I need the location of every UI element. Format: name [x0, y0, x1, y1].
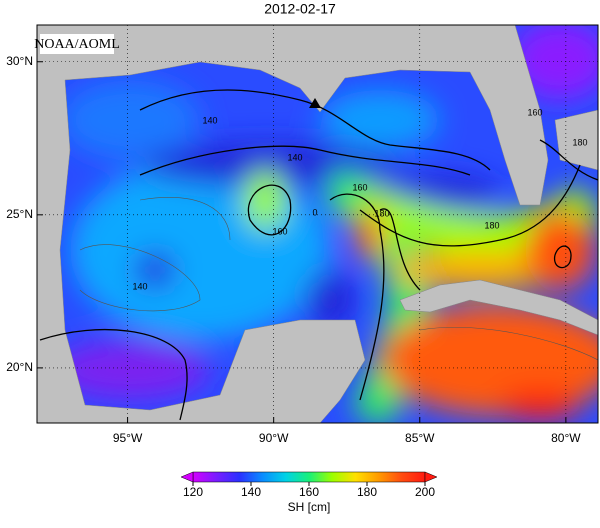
- colorbar: [192, 471, 426, 483]
- contour-label: 140: [287, 152, 302, 162]
- y-tick-label: 30°N: [6, 54, 33, 68]
- x-tick-label: 80°W: [551, 431, 581, 445]
- contour-label: 160: [272, 226, 287, 236]
- sea-height-field: [37, 25, 598, 423]
- colorbar-low-arrow: [180, 471, 194, 483]
- map-frame: [36, 24, 599, 424]
- contour-label: 140: [132, 281, 147, 291]
- contour-label: 0: [312, 207, 317, 217]
- colorbar-tick-label: 140: [241, 485, 261, 499]
- x-tick-label: 95°W: [113, 431, 143, 445]
- colorbar-tick-label: 200: [415, 485, 435, 499]
- contour-label: 180: [374, 208, 389, 218]
- contours: [39, 89, 598, 421]
- contour-label: 180: [484, 220, 499, 230]
- chart-title: 2012-02-17: [264, 1, 336, 17]
- y-tick-label: 20°N: [6, 360, 33, 374]
- contour-label: 160: [527, 107, 542, 117]
- colorbar-label: SH [cm]: [288, 500, 331, 514]
- colorbar-high-arrow: [424, 471, 438, 483]
- colorbar-tick-label: 180: [357, 485, 377, 499]
- contour-label: 140: [202, 115, 217, 125]
- colorbar-tick-label: 120: [183, 485, 203, 499]
- contour-label: 180: [572, 137, 587, 147]
- land: [37, 25, 598, 423]
- source-box: [40, 34, 114, 54]
- colorbar-tick-label: 160: [299, 485, 319, 499]
- thin-contours: [79, 197, 598, 361]
- station-marker: [309, 98, 321, 108]
- x-tick-label: 90°W: [259, 431, 289, 445]
- contour-label: 160: [352, 182, 367, 192]
- y-tick-label: 25°N: [6, 207, 33, 221]
- x-tick-label: 85°W: [405, 431, 435, 445]
- source-label: NOAA/AOML: [34, 37, 120, 52]
